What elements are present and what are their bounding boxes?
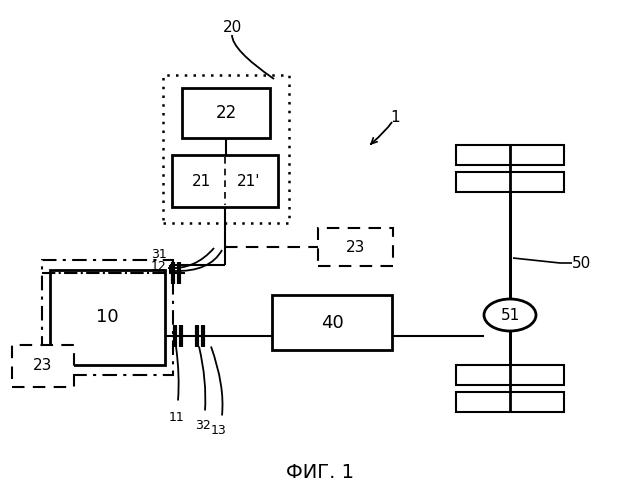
Text: 20: 20 — [222, 20, 242, 36]
Text: 13: 13 — [211, 424, 227, 437]
Bar — [456, 365, 564, 385]
Ellipse shape — [484, 299, 536, 331]
Bar — [456, 365, 564, 385]
Bar — [456, 392, 564, 412]
Bar — [456, 172, 564, 192]
Bar — [42, 260, 173, 375]
Bar — [182, 88, 270, 138]
Text: 22: 22 — [215, 104, 236, 122]
Text: 1: 1 — [390, 110, 400, 126]
Bar — [456, 145, 564, 165]
Text: 23: 23 — [33, 358, 52, 374]
Bar — [50, 270, 165, 365]
Text: 11: 11 — [169, 411, 185, 424]
Text: ФИГ. 1: ФИГ. 1 — [286, 462, 354, 481]
Bar — [456, 392, 564, 412]
Text: 51: 51 — [500, 308, 520, 322]
Text: 23: 23 — [346, 240, 365, 254]
Text: 31: 31 — [151, 248, 167, 262]
Bar — [163, 75, 289, 223]
Text: 40: 40 — [321, 314, 343, 332]
Bar — [456, 172, 564, 192]
Text: 21: 21 — [192, 174, 212, 188]
Text: 10: 10 — [96, 308, 119, 326]
Bar — [172, 155, 278, 207]
Bar — [456, 145, 564, 165]
Text: 32: 32 — [195, 419, 211, 432]
Bar — [318, 228, 393, 266]
Text: 50: 50 — [572, 256, 591, 270]
Text: 21': 21' — [236, 174, 260, 188]
Bar — [272, 295, 392, 350]
Bar — [12, 345, 74, 387]
Text: 12: 12 — [151, 260, 167, 272]
